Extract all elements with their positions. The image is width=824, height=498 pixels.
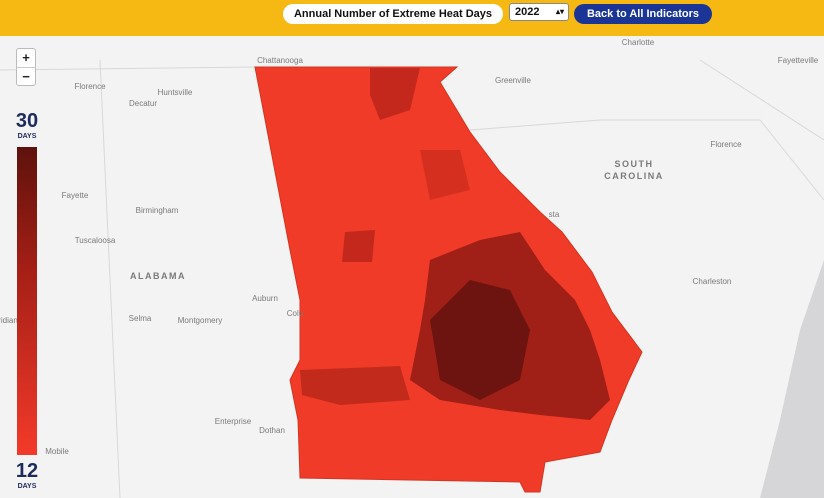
region bbox=[342, 230, 375, 262]
map-label: Montgomery bbox=[178, 316, 222, 325]
map-label: Huntsville bbox=[158, 88, 193, 97]
top-bar: Annual Number of Extreme Heat Days 2022 ▴… bbox=[0, 0, 824, 36]
map-label: Greenville bbox=[495, 76, 532, 85]
legend: 30 DAYS 12 DAYS bbox=[10, 110, 44, 492]
borders bbox=[0, 59, 824, 498]
map-label: Decatur bbox=[129, 99, 157, 108]
map-label: Birmingham bbox=[136, 206, 179, 215]
map-label: Charleston bbox=[693, 277, 732, 286]
map-label: Florence bbox=[710, 140, 742, 149]
map-label: Charlotte bbox=[622, 38, 655, 47]
back-button[interactable]: Back to All Indicators bbox=[574, 4, 712, 24]
map-label: Florence bbox=[74, 82, 106, 91]
region bbox=[300, 366, 410, 405]
map-label: SOUTH bbox=[615, 159, 654, 169]
year-select[interactable]: 2022 ▴▾ bbox=[509, 3, 569, 21]
map-label: sta bbox=[549, 210, 560, 219]
zoom-out[interactable]: − bbox=[22, 69, 30, 84]
map-label: Tuscaloosa bbox=[75, 236, 116, 245]
legend-bar bbox=[17, 147, 37, 455]
map-label: Dothan bbox=[259, 426, 285, 435]
zoom-in[interactable]: + bbox=[17, 49, 35, 68]
zoom-control: + − bbox=[16, 48, 36, 86]
map-label: Auburn bbox=[252, 294, 278, 303]
select-arrow: ▴▾ bbox=[555, 7, 564, 16]
legend-max-unit: DAYS bbox=[17, 133, 37, 140]
map-label: ridian bbox=[0, 316, 18, 325]
legend-max: 30 bbox=[15, 110, 39, 132]
map-label: CAROLINA bbox=[604, 171, 664, 181]
map-label: Selma bbox=[129, 314, 152, 323]
legend-min-unit: DAYS bbox=[17, 483, 37, 490]
indicator-title: Annual Number of Extreme Heat Days bbox=[283, 4, 503, 24]
year-value[interactable]: 2022 bbox=[515, 6, 540, 18]
map-label: Mobile bbox=[45, 447, 69, 456]
map-label: Chattanooga bbox=[257, 56, 303, 65]
region bbox=[370, 68, 420, 120]
ocean bbox=[760, 260, 824, 498]
region bbox=[420, 150, 470, 200]
map-label: Fayette bbox=[62, 191, 89, 200]
region bbox=[430, 280, 530, 400]
legend-min: 12 bbox=[15, 460, 39, 482]
map-label: ALABAMA bbox=[130, 271, 186, 281]
map-label: Colu bbox=[287, 309, 303, 318]
map-label: Fayetteville bbox=[778, 56, 819, 65]
map-label: Enterprise bbox=[215, 417, 252, 426]
